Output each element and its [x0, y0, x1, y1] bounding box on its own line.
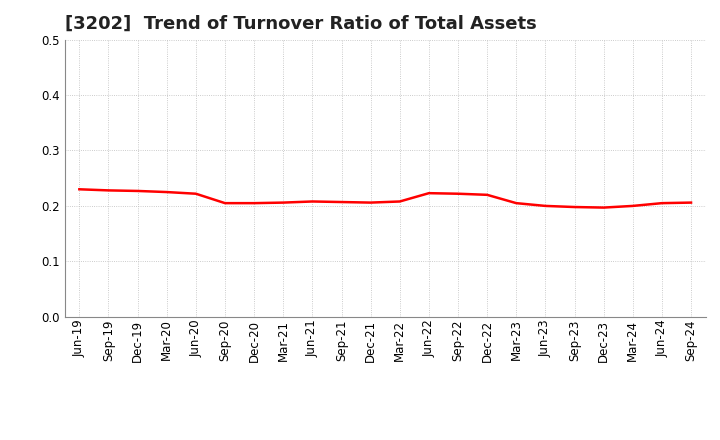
Text: [3202]  Trend of Turnover Ratio of Total Assets: [3202] Trend of Turnover Ratio of Total … — [65, 15, 536, 33]
